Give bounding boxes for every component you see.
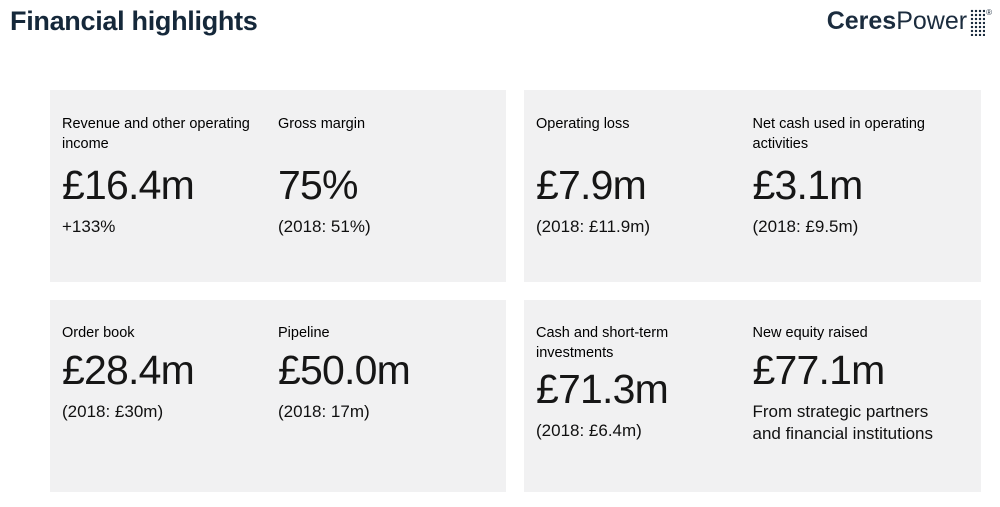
metric-label: Gross margin [278, 116, 366, 132]
highlight-panel-order-book-pipeline: Order book £28.4m (2018: £30m) Pipeline … [50, 300, 506, 492]
metric-value: £7.9m [536, 162, 647, 208]
highlight-panel-operating-loss-net-cash: Operating loss £7.9m (2018: £11.9m) Net … [524, 90, 981, 282]
metric-note: (2018: £30m) [62, 401, 164, 421]
highlight-panel-cash-equity: Cash and short-term investments £71.3m (… [524, 300, 981, 492]
logo-text: CeresPower [827, 8, 967, 34]
metric-label: Pipeline [278, 325, 330, 341]
metric-value: £71.3m [536, 366, 669, 412]
metric-label: Net cash used in operating activities [752, 116, 926, 152]
metric-note: (2018: £9.5m) [752, 216, 859, 236]
logo-text-power: Power [896, 7, 968, 35]
ceres-power-logo: CeresPower ® [827, 8, 992, 36]
metric-label: Revenue and other operating income [62, 116, 250, 152]
metric-label: New equity raised [752, 325, 868, 341]
metric-label: Operating loss [536, 116, 630, 132]
metric-value: £50.0m [278, 347, 411, 393]
metric-label: Order book [62, 325, 135, 341]
metric-gross-margin: Gross margin 75% (2018: 51%) [278, 114, 494, 238]
metric-label: Cash and short-term investments [536, 325, 669, 361]
metric-value: £77.1m [752, 347, 886, 393]
dot-matrix-logo-icon [970, 9, 986, 36]
registered-trademark-symbol: ® [986, 8, 992, 17]
metric-operating-loss: Operating loss £7.9m (2018: £11.9m) [536, 114, 753, 238]
metric-note: From strategic partners and financial in… [752, 401, 934, 444]
metric-note: +133% [62, 216, 116, 236]
highlight-panel-revenue-margin: Revenue and other operating income £16.4… [50, 90, 506, 282]
metric-value: 75% [278, 162, 358, 208]
metric-order-book: Order book £28.4m (2018: £30m) [62, 323, 278, 423]
metric-value: £3.1m [752, 162, 864, 208]
logo-text-ceres: Ceres [826, 7, 897, 35]
metric-note: (2018: £6.4m) [536, 420, 642, 440]
metric-pipeline: Pipeline £50.0m (2018: 17m) [278, 323, 494, 423]
metric-new-equity: New equity raised £77.1m From strategic … [753, 323, 970, 446]
metric-net-cash-operating: Net cash used in operating activities £3… [753, 114, 970, 238]
metric-cash-investments: Cash and short-term investments £71.3m (… [536, 323, 753, 446]
metric-value: £16.4m [62, 162, 195, 208]
metric-value: £28.4m [62, 347, 195, 393]
metric-note: (2018: 51%) [278, 216, 371, 236]
metric-note: (2018: £11.9m) [536, 216, 651, 236]
metric-revenue: Revenue and other operating income £16.4… [62, 114, 278, 238]
page-title: Financial highlights [10, 6, 258, 36]
metric-note: (2018: 17m) [278, 401, 370, 421]
